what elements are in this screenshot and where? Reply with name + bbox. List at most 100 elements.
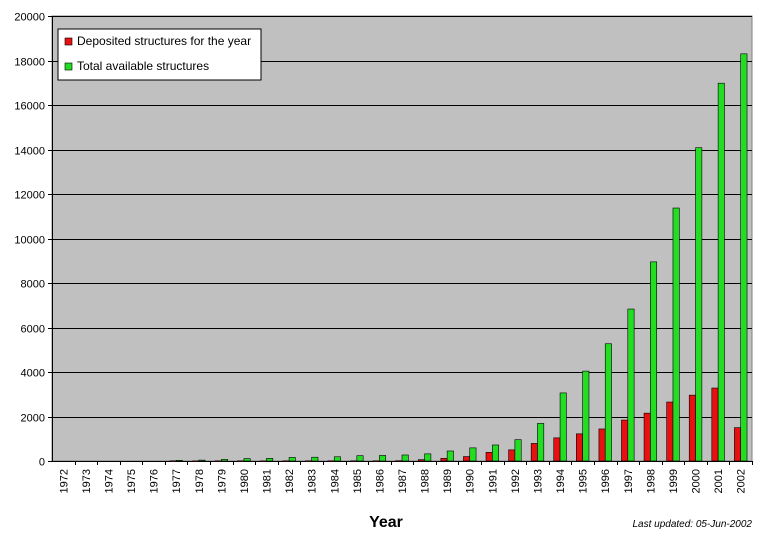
- x-tick-label: 1991: [487, 469, 499, 493]
- plot-area: [51, 15, 753, 462]
- bar: [350, 460, 358, 462]
- x-tick-label: 1996: [600, 469, 612, 493]
- x-tick-label: 2000: [691, 469, 703, 493]
- y-tick-label: 8000: [21, 279, 45, 291]
- x-tick-label: 2001: [713, 469, 725, 493]
- y-tick-label: 10000: [14, 235, 45, 247]
- x-tick-label: 1992: [510, 469, 522, 493]
- bar: [530, 443, 538, 462]
- bar: [604, 343, 612, 462]
- bar: [175, 460, 183, 462]
- bar: [417, 459, 425, 462]
- bar: [643, 412, 651, 462]
- x-tick-label: 1983: [307, 469, 319, 493]
- bar: [305, 460, 312, 462]
- legend-label: Total available structures: [77, 59, 209, 73]
- y-tick-label: 18000: [14, 57, 45, 69]
- bar: [282, 460, 290, 462]
- x-axis-label: Year: [369, 514, 403, 531]
- bar: [169, 460, 177, 462]
- bar: [717, 82, 725, 462]
- bar: [311, 456, 319, 462]
- x-tick-label: 1982: [284, 469, 296, 493]
- bar: [356, 455, 364, 462]
- x-tick-label: 1974: [103, 469, 115, 493]
- bar: [401, 454, 409, 462]
- bar: [192, 460, 200, 462]
- x-tick-label: 2002: [736, 469, 748, 493]
- x-tick-label: 1999: [668, 469, 680, 493]
- bar: [259, 460, 267, 462]
- x-tick-label: 1985: [352, 469, 364, 493]
- bar: [221, 459, 228, 462]
- x-tick-label: 1995: [578, 469, 590, 493]
- bar: [288, 457, 296, 462]
- x-tick-label: 1993: [532, 469, 544, 493]
- bar: [559, 392, 567, 462]
- bar: [695, 147, 703, 462]
- y-tick-label: 20000: [14, 12, 45, 24]
- legend: [57, 28, 262, 81]
- bar: [469, 447, 477, 462]
- x-tick-label: 1989: [442, 469, 454, 493]
- bar: [446, 450, 454, 462]
- bar: [537, 423, 545, 462]
- bar: [666, 401, 674, 462]
- bar: [740, 53, 748, 462]
- bar: [492, 444, 499, 462]
- x-tick-label: 1978: [194, 469, 206, 493]
- y-tick-label: 4000: [21, 368, 45, 380]
- x-tick-label: 1972: [58, 469, 70, 493]
- x-tick-label: 1990: [465, 469, 477, 493]
- bar: [379, 455, 387, 462]
- bar: [711, 387, 719, 462]
- x-tick-label: 1994: [555, 469, 567, 493]
- bar: [440, 458, 448, 462]
- x-tick-label: 1975: [126, 469, 138, 493]
- bar: [627, 308, 635, 462]
- x-tick-label: 1987: [397, 469, 409, 493]
- bar: [688, 394, 696, 462]
- bar: [327, 460, 335, 462]
- y-tick-label: 12000: [14, 190, 45, 202]
- bar: [333, 456, 341, 462]
- bar: [485, 452, 493, 462]
- x-tick-label: 1977: [171, 469, 183, 493]
- x-tick-label: 1984: [329, 469, 341, 493]
- x-tick-label: 1976: [149, 469, 161, 493]
- y-tick-label: 16000: [14, 101, 45, 113]
- x-tick-label: 1979: [216, 469, 228, 493]
- bar: [621, 419, 629, 462]
- x-tick-label: 1998: [645, 469, 657, 493]
- bar: [214, 460, 222, 462]
- bar: [582, 370, 590, 462]
- bar: [672, 207, 680, 462]
- y-tick-label: 2000: [21, 413, 45, 425]
- x-tick-label: 1980: [239, 469, 251, 493]
- legend-swatch: [64, 37, 73, 46]
- bar: [395, 460, 403, 462]
- bar: [243, 458, 251, 462]
- y-tick-label: 0: [39, 457, 45, 469]
- bar: [266, 458, 274, 462]
- bar: [372, 460, 380, 462]
- bar: [508, 449, 516, 462]
- bar: [734, 427, 742, 462]
- bar: [576, 433, 583, 462]
- legend-label: Deposited structures for the year: [77, 34, 251, 48]
- last-updated-note: Last updated: 05-Jun-2002: [632, 519, 752, 530]
- y-tick-label: 14000: [14, 146, 45, 158]
- legend-swatch: [64, 62, 73, 71]
- x-tick-label: 1986: [374, 469, 386, 493]
- bar: [514, 439, 522, 462]
- bar: [553, 437, 561, 462]
- x-tick-label: 1997: [623, 469, 635, 493]
- bar: [598, 428, 606, 462]
- bar: [424, 453, 432, 462]
- bar: [237, 460, 245, 462]
- bar: [198, 459, 206, 462]
- bar: [650, 261, 658, 462]
- x-tick-label: 1973: [81, 469, 93, 493]
